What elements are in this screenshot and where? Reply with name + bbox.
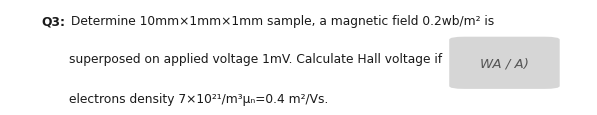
FancyBboxPatch shape [449, 37, 560, 89]
Text: superposed on applied voltage 1mV. Calculate Hall voltage if: superposed on applied voltage 1mV. Calcu… [69, 53, 442, 66]
Text: Q3:: Q3: [42, 15, 66, 28]
Text: WA / A): WA / A) [480, 57, 529, 70]
Text: Determine 10mm×1mm×1mm sample, a magnetic field 0.2wb/m² is: Determine 10mm×1mm×1mm sample, a magneti… [67, 15, 495, 28]
Text: electrons density 7×10²¹/m³μₙ=0.4 m²/Vs.: electrons density 7×10²¹/m³μₙ=0.4 m²/Vs. [69, 92, 328, 105]
